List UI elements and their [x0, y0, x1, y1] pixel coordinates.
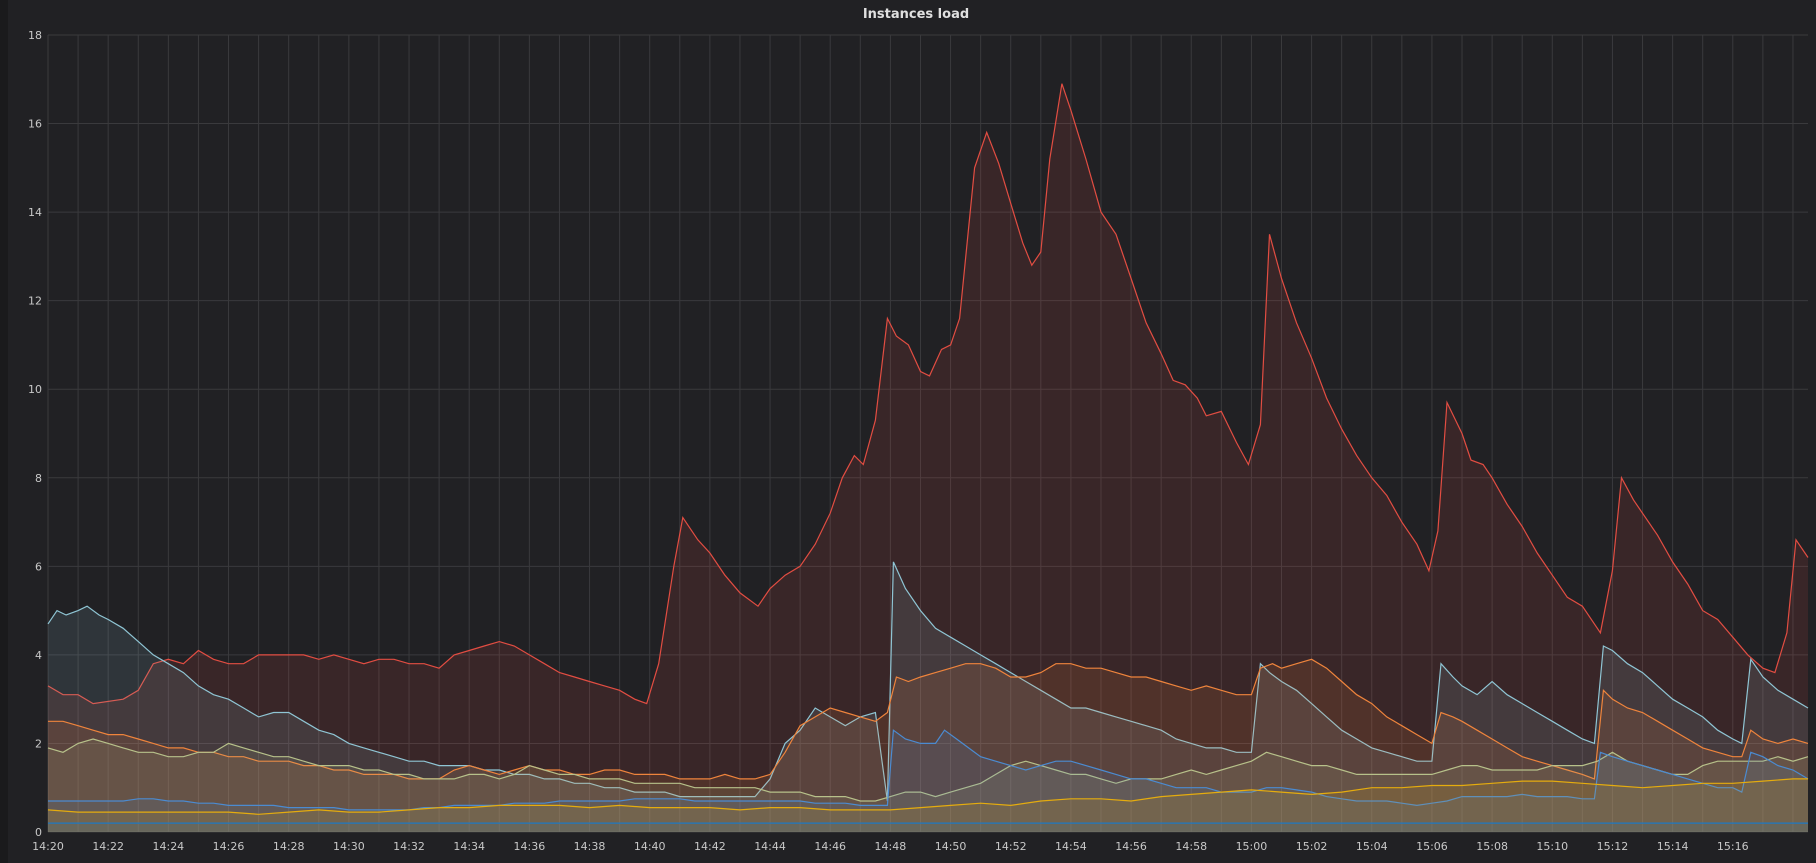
x-tick-label: 14:46	[814, 840, 846, 853]
x-tick-label: 14:56	[1115, 840, 1147, 853]
axis-layer: 0 2 4 6 8 10 12 14 16 18 14:20 14:22 14:24 14:26 14:28…	[28, 29, 1749, 853]
x-tick-label: 15:08	[1476, 840, 1508, 853]
x-tick-label: 14:44	[754, 840, 786, 853]
y-tick-label: 2	[35, 737, 42, 750]
series-line-3[interactable]	[48, 658, 1809, 780]
x-tick-label: 14:58	[1175, 840, 1207, 853]
x-tick-label: 14:20	[32, 840, 64, 853]
y-tick-label: 14	[28, 206, 42, 219]
x-tick-label: 14:24	[152, 840, 184, 853]
x-tick-label: 15:06	[1416, 840, 1448, 853]
x-tick-label: 15:02	[1296, 840, 1328, 853]
x-tick-label: 14:36	[514, 840, 546, 853]
chart-plot[interactable]: 0 2 4 6 8 10 12 14 16 18 14:20 14:22 14:24 14:26 14:28…	[8, 0, 1816, 863]
series-line-4[interactable]	[47, 738, 1809, 802]
x-tick-label: 15:14	[1657, 840, 1689, 853]
x-tick-label: 15:04	[1356, 840, 1388, 853]
series-line-1[interactable]	[47, 83, 1809, 705]
x-tick-label: 14:54	[1055, 840, 1087, 853]
series-line-5[interactable]	[48, 729, 1809, 811]
x-tick-label: 14:32	[393, 840, 425, 853]
x-tick-label: 14:48	[875, 840, 907, 853]
x-tick-label: 14:38	[574, 840, 606, 853]
x-tick-label: 14:50	[935, 840, 967, 853]
x-tick-label: 14:52	[995, 840, 1027, 853]
x-tick-label: 14:26	[213, 840, 245, 853]
x-tick-label: 15:00	[1236, 840, 1268, 853]
series-area-7	[48, 823, 1808, 832]
y-tick-label: 12	[28, 295, 42, 308]
x-tick-label: 14:34	[453, 840, 485, 853]
series-area-2	[48, 561, 1808, 832]
x-tick-label: 15:10	[1536, 840, 1568, 853]
grid-layer	[47, 34, 1808, 833]
x-tick-label: 14:28	[273, 840, 305, 853]
x-tick-label: 14:22	[92, 840, 124, 853]
x-tick-label: 14:30	[333, 840, 365, 853]
y-tick-label: 18	[28, 29, 42, 42]
y-tick-label: 8	[35, 472, 42, 485]
y-tick-label: 6	[35, 560, 42, 573]
y-tick-label: 0	[35, 826, 42, 839]
x-tick-label: 15:16	[1717, 840, 1749, 853]
series-layer	[47, 83, 1809, 832]
series-line-6[interactable]	[47, 778, 1808, 815]
x-tick-label: 14:40	[634, 840, 666, 853]
y-tick-label: 10	[28, 383, 42, 396]
y-tick-label: 16	[28, 118, 42, 131]
series-area-6	[48, 778, 1808, 832]
series-area-4	[48, 739, 1808, 832]
x-tick-label: 15:12	[1597, 840, 1629, 853]
x-tick-label: 14:42	[694, 840, 726, 853]
chart-title: Instances load	[862, 7, 970, 22]
series-line-2[interactable]	[47, 561, 1809, 802]
y-tick-label: 4	[35, 649, 42, 662]
